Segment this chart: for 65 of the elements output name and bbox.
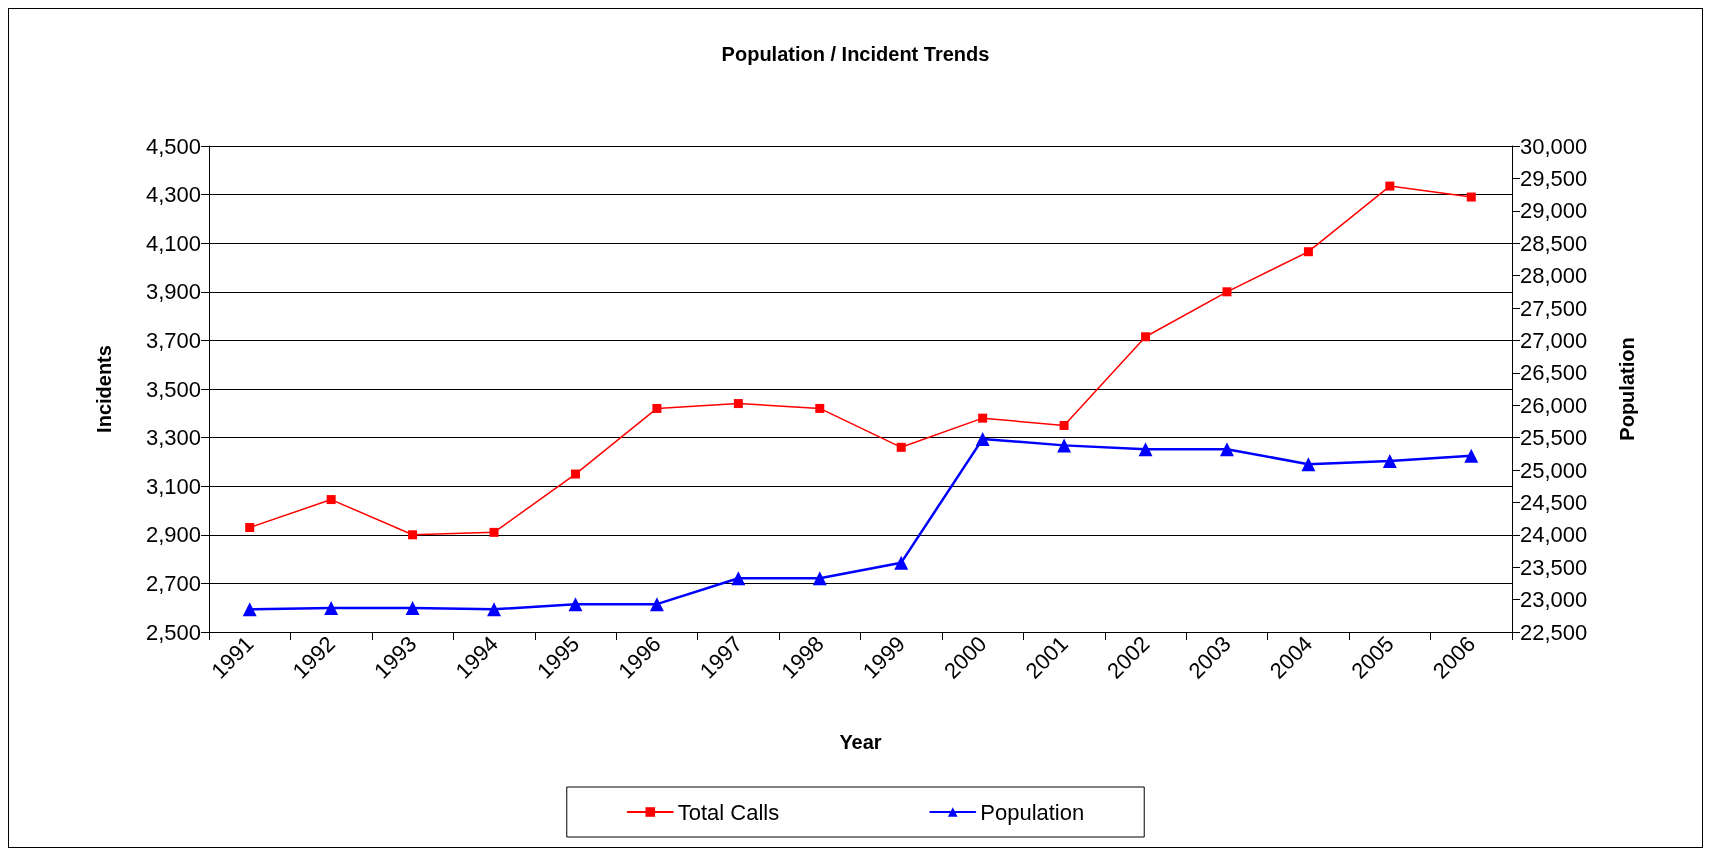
y2-tick-label: 27,000 — [1520, 327, 1588, 353]
chart-title: Population / Incident Trends — [721, 43, 990, 65]
point — [1059, 420, 1069, 430]
y-tick-label: 4,500 — [145, 133, 201, 159]
point — [570, 469, 580, 479]
point — [733, 399, 743, 409]
y2-tick-label: 28,000 — [1520, 263, 1588, 289]
point — [649, 597, 664, 612]
y2-tick-label: 30,000 — [1520, 133, 1588, 159]
point — [975, 431, 990, 446]
y-tick-label: 4,300 — [145, 182, 201, 208]
point — [1138, 442, 1153, 457]
y-tick-label: 3,700 — [145, 327, 201, 353]
point — [326, 495, 336, 505]
point — [1466, 192, 1476, 202]
point — [408, 530, 418, 540]
y2-tick-label: 27,500 — [1520, 295, 1588, 321]
y2-axis-title: Population — [1616, 337, 1638, 441]
legend-label: Total Calls — [677, 799, 780, 825]
point — [815, 403, 825, 413]
x-axis-title: Year — [839, 731, 882, 753]
point — [731, 571, 746, 586]
y-tick-label: 2,700 — [145, 570, 201, 596]
point — [1222, 287, 1232, 297]
y2-tick-label: 23,000 — [1520, 587, 1588, 613]
y2-tick-label: 23,500 — [1520, 554, 1588, 580]
point — [1382, 453, 1397, 468]
legend-label: Population — [980, 799, 1085, 825]
point — [812, 571, 827, 586]
y-tick-label: 3,500 — [145, 376, 201, 402]
point — [245, 523, 255, 533]
y2-tick-label: 24,500 — [1520, 489, 1588, 515]
y2-tick-label: 26,500 — [1520, 360, 1588, 386]
point — [405, 601, 420, 616]
y-tick-label: 2,500 — [145, 619, 201, 645]
point — [894, 555, 909, 570]
point — [242, 602, 257, 617]
point — [1219, 442, 1234, 457]
y2-tick-label: 25,000 — [1520, 457, 1588, 483]
point — [1057, 438, 1072, 453]
point — [1464, 448, 1479, 463]
y-tick-label: 2,900 — [145, 522, 201, 548]
point — [489, 527, 499, 537]
y2-tick-label: 26,000 — [1520, 392, 1588, 418]
point — [1303, 247, 1313, 257]
point — [324, 601, 339, 616]
y2-tick-label: 22,500 — [1520, 619, 1588, 645]
point — [568, 597, 583, 612]
y-tick-label: 3,300 — [145, 425, 201, 451]
y2-tick-label: 28,500 — [1520, 230, 1588, 256]
y-tick-label: 3,100 — [145, 473, 201, 499]
y2-tick-label: 29,000 — [1520, 198, 1588, 224]
y2-tick-label: 24,000 — [1520, 522, 1588, 548]
y2-tick-label: 25,500 — [1520, 425, 1588, 451]
point — [896, 442, 906, 452]
point — [1301, 457, 1316, 472]
y-tick-label: 3,900 — [145, 279, 201, 305]
point — [978, 413, 988, 423]
point — [1141, 332, 1151, 342]
point — [652, 403, 662, 413]
y2-tick-label: 29,500 — [1520, 165, 1588, 191]
y-axis-title: Incidents — [93, 345, 115, 433]
point — [1385, 181, 1395, 191]
y-tick-label: 4,100 — [145, 230, 201, 256]
point — [487, 602, 502, 617]
